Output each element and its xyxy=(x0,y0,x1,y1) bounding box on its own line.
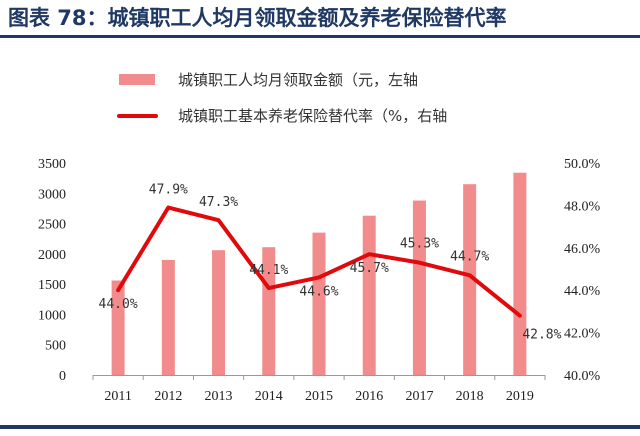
data-label-2011: 44.0% xyxy=(99,297,138,312)
data-label-2016: 45.7% xyxy=(350,261,389,276)
legend-label-bar: 城镇职工人均月领取金额（元，左轴 xyxy=(178,71,418,89)
left-tick-label: 1000 xyxy=(38,308,66,323)
bar-2017 xyxy=(412,200,426,375)
legend-swatch-bar xyxy=(119,74,155,85)
bar-2014 xyxy=(262,247,276,375)
line-series: 44.0% 47.9% 47.3% 44.1% 44.6% 45.7% 45.3% 44.7%… xyxy=(99,183,562,343)
data-label-2017: 45.3% xyxy=(400,237,439,252)
x-tick-label: 2013 xyxy=(205,389,233,404)
bar-2013 xyxy=(212,250,226,375)
x-tick-label: 2018 xyxy=(456,389,484,404)
right-tick-label: 44.0% xyxy=(564,284,601,299)
bottom-rule xyxy=(0,425,640,429)
left-tick-label: 0 xyxy=(59,369,66,384)
x-tick-label: 2015 xyxy=(305,389,333,404)
bar-2019 xyxy=(513,172,527,375)
bar-2018 xyxy=(463,184,477,375)
left-tick-label: 2500 xyxy=(38,218,66,233)
legend-label-line: 城镇职工基本养老保险替代率（%，右轴 xyxy=(178,107,447,125)
data-label-2013: 47.3% xyxy=(199,195,238,210)
x-tick-label: 2019 xyxy=(506,389,534,404)
x-tick-label: 2011 xyxy=(104,389,131,404)
bar-2011 xyxy=(111,280,125,375)
left-tick-label: 3000 xyxy=(38,187,66,202)
left-tick-label: 3500 xyxy=(38,157,66,172)
right-tick-label: 40.0% xyxy=(564,369,601,384)
data-label-2012: 47.9% xyxy=(149,183,188,198)
left-tick-label: 2000 xyxy=(38,248,66,263)
x-tick-label: 2014 xyxy=(255,389,283,404)
right-tick-label: 48.0% xyxy=(564,199,601,214)
right-tick-label: 46.0% xyxy=(564,242,601,257)
bar-2015 xyxy=(312,232,326,375)
x-tick-label: 2012 xyxy=(154,389,182,404)
x-tick-label: 2017 xyxy=(405,389,433,404)
bar-2012 xyxy=(161,259,175,375)
left-tick-label: 500 xyxy=(45,339,66,354)
left-tick-label: 1500 xyxy=(38,278,66,293)
data-label-2015: 44.6% xyxy=(299,284,338,299)
x-tick-label: 2016 xyxy=(355,389,383,404)
data-label-2019: 42.8% xyxy=(522,328,561,343)
data-label-2018: 44.7% xyxy=(450,249,489,264)
right-tick-label: 42.0% xyxy=(564,327,601,342)
bar-2016 xyxy=(362,215,376,375)
figure-title: 图表 78：城镇职工人均月领取金额及养老保险替代率 xyxy=(8,6,507,30)
axes: 2011 2012 2013 2014 2015 2016 2017 2018 2019 0 500… xyxy=(38,157,601,404)
title-underline xyxy=(0,35,640,38)
data-label-2014: 44.1% xyxy=(249,263,288,278)
right-tick-label: 50.0% xyxy=(564,157,601,172)
